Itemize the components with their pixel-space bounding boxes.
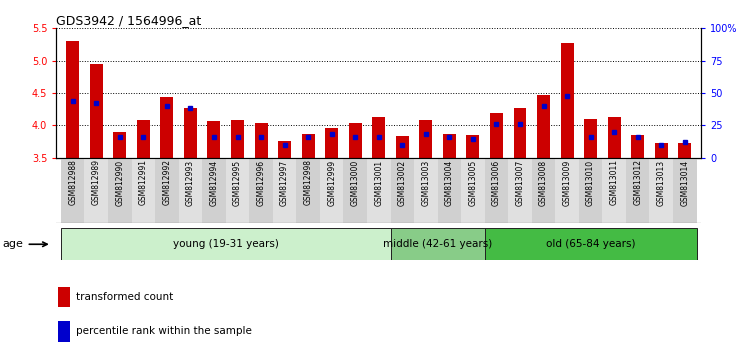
Text: GSM813005: GSM813005 (469, 160, 478, 206)
Bar (326, 129, 338, 158)
Bar (367, 158, 391, 223)
Bar (58, 321, 70, 342)
Bar (208, 121, 220, 158)
Bar (484, 228, 697, 260)
Bar (226, 158, 249, 223)
Bar (632, 135, 644, 158)
Bar (414, 158, 437, 223)
Bar (560, 43, 574, 158)
Text: GSM812998: GSM812998 (304, 160, 313, 205)
Bar (673, 158, 697, 223)
Text: GSM813000: GSM813000 (351, 160, 360, 206)
Bar (302, 133, 314, 158)
Bar (66, 41, 80, 158)
Bar (58, 286, 70, 307)
Bar (344, 158, 367, 223)
Bar (579, 158, 602, 223)
Bar (602, 158, 626, 223)
Bar (184, 108, 197, 158)
Bar (372, 118, 386, 158)
Text: GSM812991: GSM812991 (139, 160, 148, 205)
Text: GSM813002: GSM813002 (398, 160, 406, 206)
Bar (461, 158, 484, 223)
Text: GSM812996: GSM812996 (256, 160, 265, 206)
Bar (61, 228, 391, 260)
Bar (178, 158, 203, 223)
Bar (655, 143, 668, 158)
Text: middle (42-61 years): middle (42-61 years) (383, 239, 492, 249)
Bar (396, 136, 409, 158)
Text: old (65-84 years): old (65-84 years) (546, 239, 635, 249)
Bar (136, 120, 150, 158)
Bar (532, 158, 555, 223)
Bar (584, 119, 597, 158)
Text: percentile rank within the sample: percentile rank within the sample (76, 326, 252, 336)
Text: transformed count: transformed count (76, 292, 173, 302)
Bar (391, 158, 414, 223)
Bar (90, 64, 103, 158)
Bar (61, 158, 85, 223)
Bar (650, 158, 673, 223)
Bar (514, 108, 526, 158)
Text: GSM813013: GSM813013 (657, 160, 666, 206)
Bar (437, 158, 461, 223)
Text: GSM812999: GSM812999 (327, 160, 336, 206)
Text: GSM813011: GSM813011 (610, 160, 619, 205)
Text: GDS3942 / 1564996_at: GDS3942 / 1564996_at (56, 14, 202, 27)
Text: GSM812988: GSM812988 (68, 160, 77, 205)
Bar (391, 228, 484, 260)
Bar (626, 158, 650, 223)
Bar (278, 141, 291, 158)
Bar (202, 158, 226, 223)
Bar (419, 120, 432, 158)
Bar (273, 158, 296, 223)
Text: GSM812992: GSM812992 (163, 160, 172, 205)
Text: GSM812993: GSM812993 (186, 160, 195, 206)
Text: GSM813009: GSM813009 (562, 160, 572, 206)
Bar (555, 158, 579, 223)
Bar (231, 120, 244, 158)
Text: GSM813008: GSM813008 (539, 160, 548, 206)
Text: age: age (3, 239, 47, 249)
Text: GSM813003: GSM813003 (422, 160, 430, 206)
Text: GSM813012: GSM813012 (633, 160, 642, 205)
Bar (490, 113, 503, 158)
Bar (160, 97, 173, 158)
Text: GSM813001: GSM813001 (374, 160, 383, 206)
Text: GSM812990: GSM812990 (116, 160, 124, 206)
Bar (466, 135, 479, 158)
Text: GSM813010: GSM813010 (586, 160, 595, 206)
Text: GSM813007: GSM813007 (515, 160, 524, 206)
Bar (537, 95, 550, 158)
Bar (484, 158, 508, 223)
Text: GSM812994: GSM812994 (209, 160, 218, 206)
Bar (155, 158, 178, 223)
Bar (296, 158, 320, 223)
Bar (443, 133, 456, 158)
Text: GSM812995: GSM812995 (233, 160, 242, 206)
Bar (249, 158, 273, 223)
Bar (113, 132, 126, 158)
Bar (608, 117, 621, 158)
Text: GSM813006: GSM813006 (492, 160, 501, 206)
Bar (254, 123, 268, 158)
Bar (320, 158, 344, 223)
Bar (678, 143, 692, 158)
Bar (349, 122, 361, 158)
Text: GSM813014: GSM813014 (680, 160, 689, 206)
Text: GSM812997: GSM812997 (280, 160, 289, 206)
Text: GSM813004: GSM813004 (445, 160, 454, 206)
Text: GSM812989: GSM812989 (92, 160, 100, 205)
Bar (509, 158, 532, 223)
Bar (85, 158, 108, 223)
Bar (131, 158, 155, 223)
Text: young (19-31 years): young (19-31 years) (172, 239, 279, 249)
Bar (108, 158, 131, 223)
